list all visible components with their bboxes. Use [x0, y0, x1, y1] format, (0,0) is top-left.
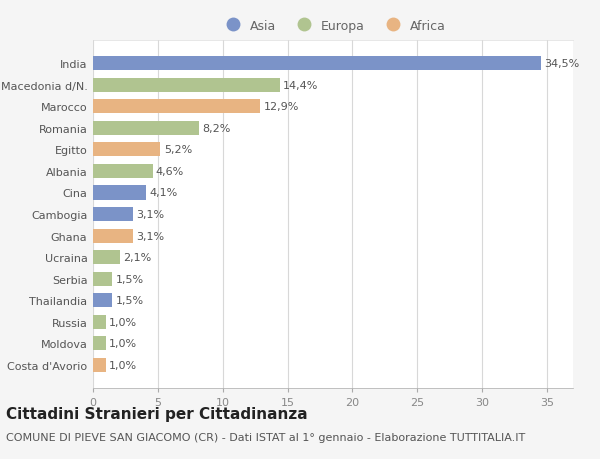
Bar — [93, 272, 112, 286]
Bar — [93, 207, 133, 222]
Bar — [93, 358, 106, 372]
Bar — [93, 165, 152, 179]
Text: 1,0%: 1,0% — [109, 317, 137, 327]
Text: 1,5%: 1,5% — [116, 296, 144, 306]
Text: 2,1%: 2,1% — [124, 252, 152, 263]
Bar — [93, 100, 260, 114]
Text: COMUNE DI PIEVE SAN GIACOMO (CR) - Dati ISTAT al 1° gennaio - Elaborazione TUTTI: COMUNE DI PIEVE SAN GIACOMO (CR) - Dati … — [6, 432, 525, 442]
Bar — [93, 315, 106, 329]
Bar — [93, 294, 112, 308]
Text: 3,1%: 3,1% — [136, 231, 164, 241]
Bar — [93, 78, 280, 93]
Bar — [93, 122, 199, 135]
Text: 14,4%: 14,4% — [283, 81, 319, 90]
Text: 12,9%: 12,9% — [263, 102, 299, 112]
Text: 1,0%: 1,0% — [109, 339, 137, 348]
Bar — [93, 336, 106, 351]
Text: 34,5%: 34,5% — [544, 59, 579, 69]
Bar — [93, 143, 160, 157]
Bar — [93, 229, 133, 243]
Text: 3,1%: 3,1% — [136, 210, 164, 219]
Text: 5,2%: 5,2% — [164, 145, 192, 155]
Text: 1,0%: 1,0% — [109, 360, 137, 370]
Text: 4,6%: 4,6% — [156, 167, 184, 177]
Bar — [93, 57, 541, 71]
Text: 4,1%: 4,1% — [149, 188, 178, 198]
Text: 8,2%: 8,2% — [203, 123, 231, 134]
Bar — [93, 186, 146, 200]
Text: 1,5%: 1,5% — [116, 274, 144, 284]
Bar — [93, 251, 120, 264]
Legend: Asia, Europa, Africa: Asia, Europa, Africa — [215, 15, 451, 38]
Text: Cittadini Stranieri per Cittadinanza: Cittadini Stranieri per Cittadinanza — [6, 406, 308, 421]
